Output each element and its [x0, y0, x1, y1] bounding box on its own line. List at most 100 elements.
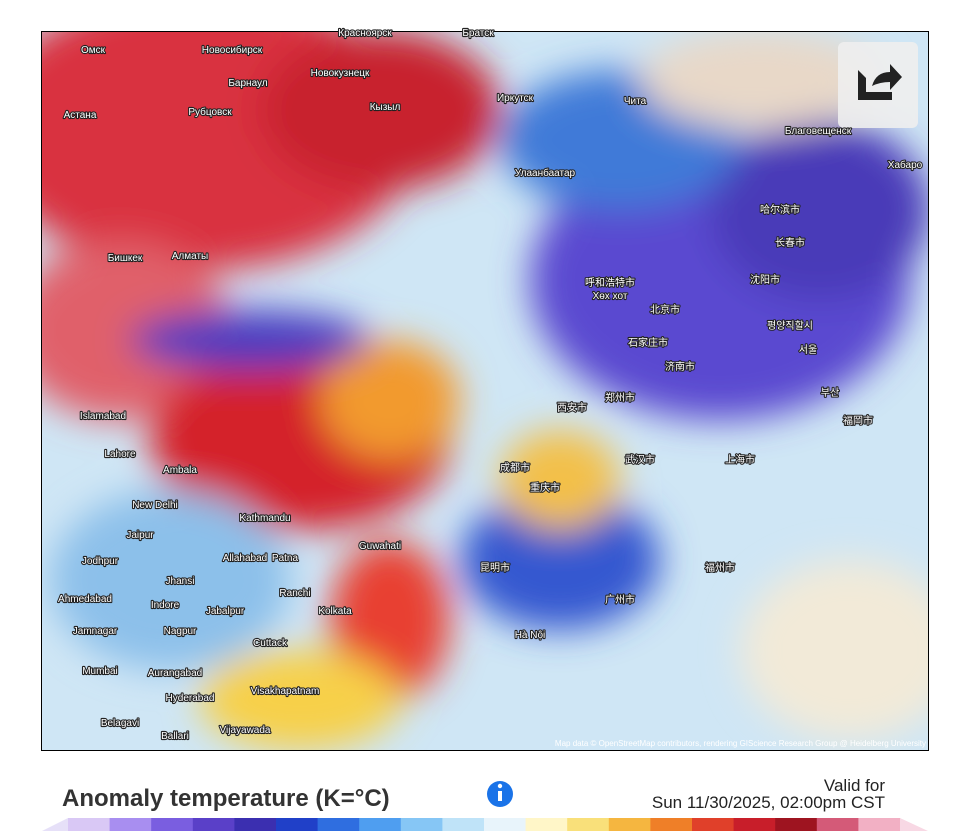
legend-swatch [733, 818, 776, 831]
valid-date: Sun 11/30/2025, 02:00pm CST [652, 793, 885, 812]
legend-swatch [317, 818, 360, 831]
city-label: Ahmedabad [58, 594, 112, 605]
city-label: Ballari [161, 731, 189, 742]
city-label: Hà Nội [515, 630, 546, 641]
city-label: 武汉市 [625, 453, 655, 466]
info-glyph[interactable] [498, 791, 502, 801]
city-label: Vijayawada [220, 725, 271, 736]
city-label: 福州市 [705, 561, 735, 574]
city-label: Kathmandu [239, 513, 290, 524]
city-label: Ambala [163, 465, 197, 476]
city-label: Новокузнецк [311, 68, 370, 79]
city-label: Visakhapatnam [251, 686, 320, 697]
city-label: Красноярск [338, 28, 392, 39]
city-label: Jamnagar [73, 626, 118, 637]
legend-swatch [567, 818, 610, 831]
city-label: 广州市 [605, 593, 635, 606]
city-label: Islamabad [80, 411, 126, 422]
city-label: Хөх хот [593, 291, 628, 302]
share-button[interactable] [838, 42, 918, 128]
city-label: 평양직할시 [767, 320, 813, 332]
city-label: 成都市 [500, 461, 530, 474]
legend-title: Anomaly temperature (K=°C) [62, 785, 390, 812]
city-label: Jodhpur [82, 556, 119, 567]
city-label: 上海市 [725, 453, 755, 466]
legend-swatch [650, 818, 693, 831]
legend-arrow-right [900, 818, 928, 831]
city-label: 重庆市 [530, 481, 560, 494]
legend-swatch [442, 818, 485, 831]
city-label: 呼和浩特市 [585, 276, 635, 289]
city-label: 长春市 [775, 236, 805, 249]
legend-arrow-left [42, 818, 68, 831]
legend-swatch [608, 818, 651, 831]
city-label: Благовещенск [785, 126, 852, 137]
city-label: Kolkata [318, 606, 352, 617]
share-button-bg[interactable] [838, 42, 918, 128]
temperature-field [42, 32, 928, 750]
city-label: Mumbai [82, 666, 118, 677]
legend-swatch [525, 818, 568, 831]
legend-swatch [68, 818, 111, 831]
legend-swatch [692, 818, 735, 831]
city-label: Patna [272, 553, 299, 564]
city-label: Jhansi [166, 576, 195, 587]
city-label: 沈阳市 [750, 273, 780, 286]
city-label: Омск [81, 45, 106, 56]
city-label: Хабаро [888, 159, 923, 171]
legend-swatch [276, 818, 319, 831]
city-label: 서울 [799, 344, 817, 356]
city-label: 石家庄市 [628, 336, 668, 349]
legend-swatch [192, 818, 235, 831]
city-label: 北京市 [650, 303, 680, 316]
legend-swatch [858, 818, 901, 831]
share-icon[interactable] [858, 64, 902, 100]
city-label: 哈尔滨市 [760, 203, 800, 216]
legend-swatch [775, 818, 818, 831]
city-label: Guwahati [359, 541, 401, 552]
city-label: Indore [151, 600, 180, 611]
color-legend [42, 818, 928, 831]
city-label: Aurangabad [148, 668, 203, 679]
city-label: Lahore [104, 449, 136, 460]
city-label: Ranchi [279, 588, 310, 599]
city-label: Jabalpur [206, 606, 245, 617]
attribution: Map data © OpenStreetMap contributors, r… [555, 739, 926, 748]
city-label: Кызыл [370, 102, 401, 113]
legend-swatch [234, 818, 277, 831]
city-label: Belagavi [101, 718, 139, 729]
city-label: Братск [462, 28, 494, 39]
city-label: Новосибирск [202, 44, 263, 56]
city-label: Allahabad [223, 553, 267, 564]
city-label: Алматы [172, 251, 209, 262]
city-label: Cuttack [253, 638, 288, 649]
city-label: Рубцовск [188, 106, 232, 118]
city-label: Nagpur [164, 626, 197, 637]
city-labels: Омск Новосибирск Красноярск Братск Барнаул Но… [57, 27, 924, 743]
valid-for: Valid for [824, 776, 885, 795]
city-label: New Delhi [132, 500, 178, 511]
city-label: 西安市 [557, 401, 587, 414]
city-label: 昆明市 [480, 561, 510, 574]
city-label: 郑州市 [605, 391, 635, 404]
city-label: 부산 [821, 387, 839, 399]
legend-swatch [359, 818, 402, 831]
city-label: Иркутск [497, 93, 534, 104]
city-label: Барнаул [228, 78, 267, 89]
info-dot[interactable] [497, 783, 503, 789]
city-label: Чита [624, 96, 647, 107]
city-label: Jaipur [126, 530, 154, 541]
city-label: Астана [64, 110, 97, 121]
legend-swatch [109, 818, 152, 831]
legend-swatch [816, 818, 859, 831]
city-label: 济南市 [665, 360, 695, 373]
legend-swatch [400, 818, 443, 831]
city-label: Улаанбаатар [515, 167, 576, 179]
city-label: 福岡市 [843, 414, 873, 427]
legend-swatch [151, 818, 194, 831]
legend-swatch [484, 818, 527, 831]
info-icon[interactable] [487, 781, 513, 807]
city-label: Бишкек [108, 253, 143, 264]
